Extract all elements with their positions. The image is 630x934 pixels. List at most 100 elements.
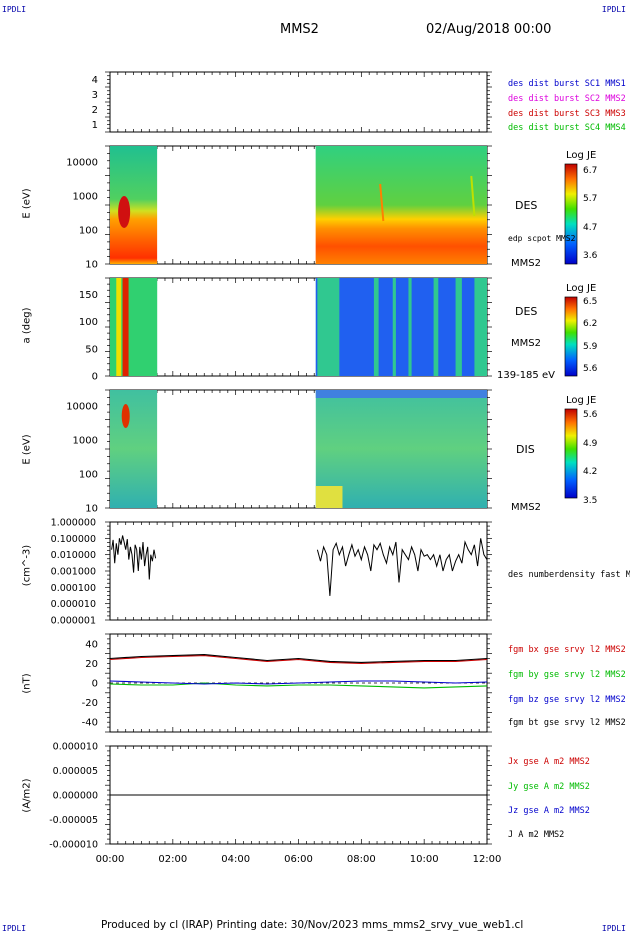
legend-jx: Jx gse A m2 MMS2 [508,757,590,767]
pitch-green-stripe [373,278,379,376]
corner-label-bl: IPDLI [2,924,27,933]
energy-y-tick-label: 10 [85,260,98,271]
burst-y-tick-label: 1 [92,120,98,131]
dis-energy-ylabel: E (eV) [21,434,33,465]
density-y-tick-label: 1.000000 [51,518,96,529]
dis-top-band [315,390,487,398]
spectrogram-block [315,390,487,508]
legend-burst-sc4: des dist burst SC4 MMS4 [508,123,626,133]
pitch-green-stripe [408,278,412,376]
fgm-y-tick-label: -40 [82,718,98,729]
pitch-y-tick-label: 150 [79,290,98,301]
energy-range-label: 139-185 eV [497,370,555,381]
fgm-ylabel: (nT) [21,673,33,694]
pitch-green-stripe [433,278,439,376]
current-y-tick-label: -0.000010 [49,840,98,851]
density-y-tick-label: 0.000010 [51,599,96,610]
des-streak [470,175,476,217]
des-energy-ylabel: E (eV) [21,188,33,219]
cb3-tick-1: 4.9 [583,439,598,449]
fgm-y-tick-label: 0 [92,679,98,690]
current-y-tick-label: 0.000010 [53,742,98,753]
spacecraft-title: MMS2 [280,22,319,37]
spectrogram-block [110,390,158,508]
legend-density: des numberdensity fast M [508,570,630,580]
time-x-tick-label: 06:00 [284,854,313,865]
panel-frame-0 [109,71,488,133]
burst-y-tick-label: 2 [92,105,98,116]
burst-y-tick-label: 3 [92,90,98,101]
dis-hotspot [121,404,130,428]
pitch-green-stripe [455,278,462,376]
legend-fgm-bx: fgm bx gse srvy l2 MMS2 [508,645,626,655]
des-pitch-ylabel: a (deg) [21,307,33,344]
time-x-tick-label: 10:00 [410,854,439,865]
des-pitch-sc-label: MMS2 [511,338,541,349]
colorbar-1 [564,296,578,377]
energy-y-tick-label: 10000 [66,402,98,413]
corner-label-tr: IPDLI [601,5,626,14]
density-line [316,538,488,596]
fgm-y-tick-label: 20 [85,659,98,670]
energy-y-tick-label: 1000 [73,192,98,203]
panel-frame-4 [109,521,488,621]
legend-fgm-by: fgm by gse srvy l2 MMS2 [508,670,626,680]
dis-label: DIS [516,443,535,456]
legend-burst-sc2: des dist burst SC2 MMS2 [508,94,626,104]
legend-burst-sc3: des dist burst SC3 MMS3 [508,109,626,119]
cb2-tick-2: 5.9 [583,342,598,352]
dis-low-energy [315,486,343,508]
pitch-green-stripe [474,278,487,376]
pitch-green-stripe [317,278,340,376]
cb3-tick-2: 4.2 [583,467,598,477]
fgm-y-tick-label: 40 [85,639,98,650]
des-pitch-label: DES [515,305,538,318]
des-streak [379,183,385,222]
cb1-tick-3: 3.6 [583,251,598,261]
legend-jy: Jy gse A m2 MMS2 [508,782,590,792]
current-y-tick-label: 0.000000 [53,791,98,802]
energy-y-tick-label: 10000 [66,158,98,169]
fgm-line [109,682,488,689]
time-x-tick-label: 08:00 [347,854,376,865]
fgm-y-tick-label: -20 [82,698,98,709]
dis-sc-label: MMS2 [511,502,541,513]
legend-burst-sc1: des dist burst SC1 MMS1 [508,79,626,89]
pitch-y-tick-label: 100 [79,317,98,328]
legend-fgm-bz: fgm bz gse srvy l2 MMS2 [508,695,626,705]
pitch-red-stripe [122,278,129,376]
legend-jz: Jz gse A m2 MMS2 [508,806,590,816]
edp-scpot-label: edp scpot MMS2 [508,234,576,243]
energy-y-tick-label: 100 [79,470,98,481]
density-y-tick-label: 0.100000 [51,534,96,545]
corner-label-tl: IPDLI [2,5,27,14]
time-x-tick-label: 04:00 [221,854,250,865]
des-energy-sc-label: MMS2 [511,258,541,269]
colorbar-0 [564,163,578,265]
current-y-tick-label: 0.000005 [53,766,98,777]
des-hotspot [118,196,131,228]
cb2-tick-3: 5.6 [583,364,598,374]
fgm-line [109,655,488,664]
cb1-tick-0: 6.7 [583,166,598,176]
fgm-line [109,654,488,663]
time-x-tick-label: 00:00 [96,854,125,865]
corner-label-br: IPDLI [601,924,626,933]
density-y-tick-label: 0.001000 [51,567,96,578]
fgm-line [109,680,488,685]
energy-y-tick-label: 10 [85,504,98,515]
spectrogram-block [110,146,158,264]
legend-j: J A m2 MMS2 [508,830,565,840]
pitch-y-tick-label: 50 [85,344,98,355]
pitch-green-stripe [392,278,396,376]
cb2-tick-0: 6.5 [583,297,598,307]
des-label: DES [515,199,538,212]
current-ylabel: (A/m2) [21,778,33,813]
pitch-yellow-stripe [116,278,122,376]
density-y-tick-label: 0.000001 [51,616,96,627]
colorbar-2 [564,408,578,499]
energy-y-tick-label: 1000 [73,436,98,447]
cb2-title: Log JE [566,283,597,294]
burst-y-tick-label: 4 [92,75,98,86]
